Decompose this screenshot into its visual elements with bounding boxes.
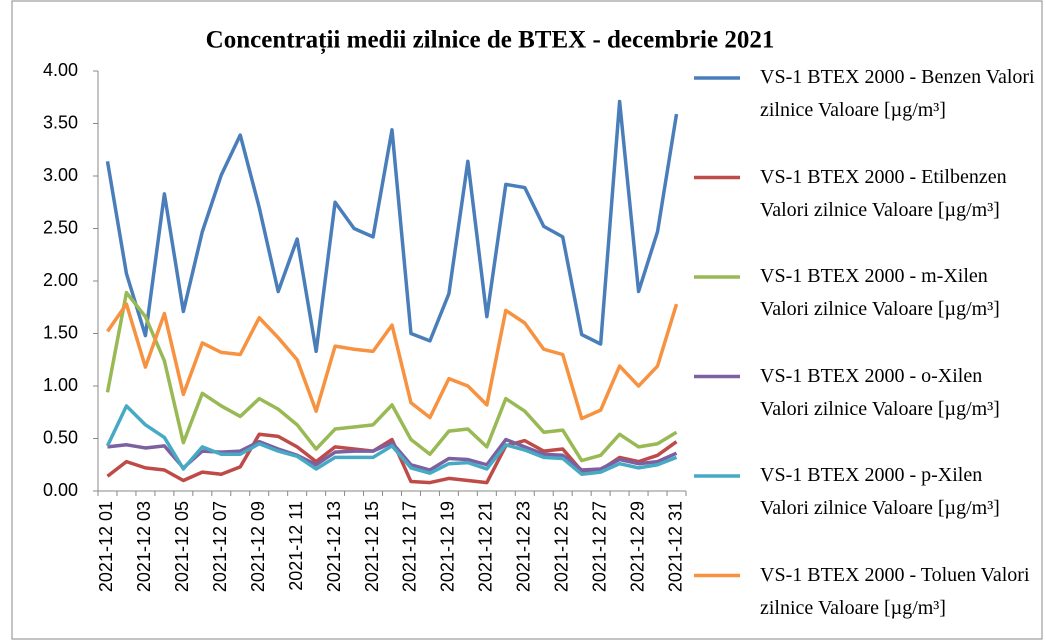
chart-frame — [11, 0, 1043, 640]
x-tick-label: 2021-12 19 — [438, 501, 458, 592]
y-tick-label: 1.50 — [43, 322, 78, 342]
series-line — [106, 302, 679, 421]
legend-label: VS-1 BTEX 2000 - p-Xilen Valori zilnice … — [760, 464, 1000, 519]
series-line — [105, 99, 679, 354]
x-tick-label: 2021-12 07 — [210, 501, 230, 592]
x-tick-label: 2021-12 05 — [172, 501, 192, 592]
x-tick-label: 2021-12 01 — [96, 501, 116, 592]
series-line — [105, 290, 678, 463]
y-tick-label: 2.50 — [43, 217, 78, 237]
series-line — [105, 404, 678, 476]
x-tick-label: 2021-12 21 — [476, 501, 496, 592]
x-tick-label: 2021-12 15 — [362, 501, 382, 592]
x-tick-label: 2021-12 17 — [400, 501, 420, 592]
x-tick-label: 2021-12 25 — [551, 501, 571, 592]
x-tick-label: 2021-12 03 — [134, 501, 154, 592]
y-tick-label: 0.00 — [43, 480, 78, 500]
y-tick-label: 3.00 — [43, 165, 78, 185]
x-tick-label: 2021-12 13 — [324, 501, 344, 592]
legend-label: VS-1 BTEX 2000 - Benzen Valori zilnice V… — [760, 66, 1035, 121]
legend-label: VS-1 BTEX 2000 - Etilbenzen Valori zilni… — [760, 165, 1007, 221]
y-tick-label: 4.00 — [43, 60, 78, 80]
x-tick-label: 2021-12 11 — [286, 501, 306, 591]
chart-title: Concentrații medii zilnice de BTEX - dec… — [206, 27, 775, 55]
legend-label: VS-1 BTEX 2000 - o-Xilen Valori zilnice … — [760, 364, 1000, 420]
y-tick-label: 0.50 — [43, 427, 78, 447]
legend-label: VS-1 BTEX 2000 - Toluen Valori zilnice V… — [760, 563, 1030, 619]
x-tick-label: 2021-12 31 — [665, 501, 685, 592]
x-tick-label: 2021-12 23 — [514, 501, 534, 592]
y-tick-label: 3.50 — [43, 112, 78, 132]
y-tick-label: 1.00 — [43, 375, 78, 395]
y-tick-label: 2.00 — [43, 270, 78, 290]
series-line — [107, 437, 678, 472]
legend-label: VS-1 BTEX 2000 - m-Xilen Valori zilnice … — [760, 265, 1000, 320]
x-tick-label: 2021-12 29 — [627, 501, 647, 592]
x-tick-label: 2021-12 27 — [589, 501, 609, 592]
x-tick-label: 2021-12 09 — [248, 501, 268, 592]
